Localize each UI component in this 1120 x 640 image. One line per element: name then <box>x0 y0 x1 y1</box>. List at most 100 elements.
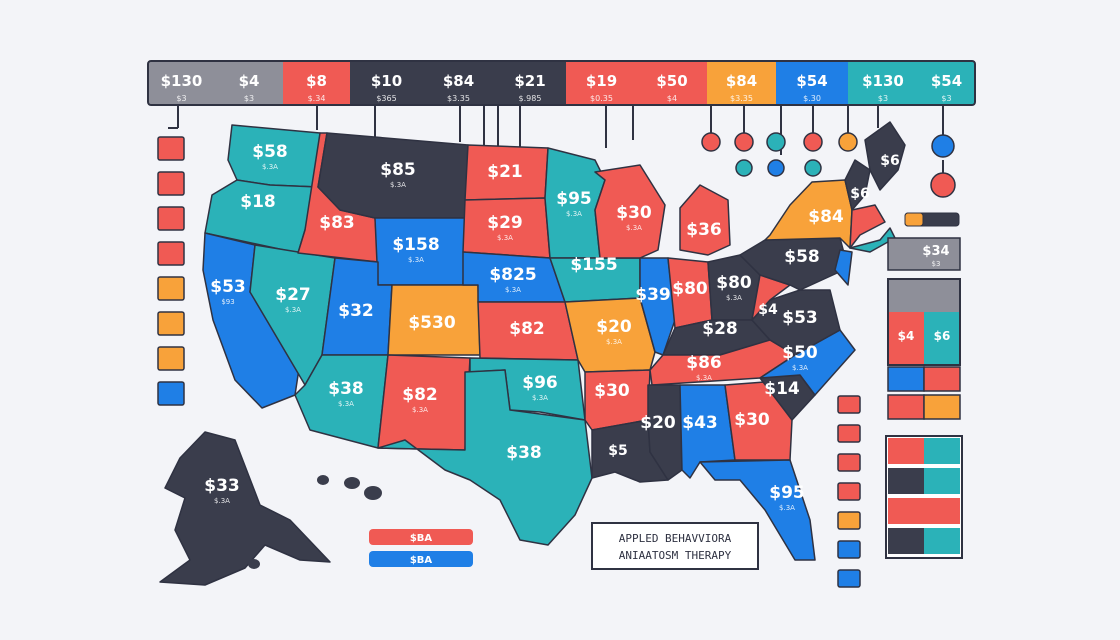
right-lower-cell <box>888 528 924 554</box>
legend-pill-blue <box>369 551 473 567</box>
right-card-cell <box>924 312 960 365</box>
right-panel: $34$3 $4 $6 <box>837 212 963 588</box>
legend-pill-red <box>369 529 473 545</box>
state-sub: $.3A <box>412 406 428 414</box>
small-swatch <box>837 540 861 559</box>
us-states-map <box>159 121 906 586</box>
state-price: $83 <box>319 213 355 233</box>
legend-bubble <box>767 159 785 177</box>
state-price: $5 <box>608 443 627 459</box>
top-bar-price: $84 <box>443 72 474 90</box>
state-labels: $58$.3A$18$53$93 $27$.3A$83$85$.3A$158$.3… <box>204 142 899 512</box>
state-price: $82 <box>402 385 438 405</box>
legend-swatch <box>157 206 185 231</box>
title-line-2: ANIAATOSM THERAPY <box>619 549 732 562</box>
state-price: $6 <box>850 186 869 202</box>
state-price: $30 <box>594 381 630 401</box>
state-sub: $.3A <box>626 224 642 232</box>
top-bar-cell <box>776 61 848 105</box>
state-price: $86 <box>686 353 722 373</box>
state-price: $6 <box>880 153 899 169</box>
top-bar-cell <box>566 61 637 105</box>
right-card-value: $4 <box>898 329 915 343</box>
state-price: $18 <box>240 192 276 212</box>
state-accent <box>849 204 886 249</box>
state-sub: $.3A <box>505 286 521 294</box>
state-price: $14 <box>764 379 800 399</box>
state-price: $28 <box>702 319 738 339</box>
legend-bubble <box>931 134 955 158</box>
small-swatch <box>837 482 861 501</box>
hawaii-islands <box>248 475 382 569</box>
state-price: $43 <box>682 413 718 433</box>
state-vt <box>844 159 871 211</box>
top-bar-sub: $3.35 <box>447 94 470 103</box>
legend-swatch <box>157 136 185 161</box>
top-bar-price: $54 <box>796 72 827 90</box>
title-box-frame <box>591 522 759 570</box>
state-va <box>751 289 841 356</box>
left-legend <box>157 136 185 406</box>
top-bar-price: $130 <box>862 72 904 90</box>
state-price: $29 <box>487 213 523 233</box>
state-price: $825 <box>489 265 536 285</box>
right-mid-cell <box>887 394 925 420</box>
legend-bubble <box>838 132 858 152</box>
right-lower-cell <box>924 468 960 494</box>
top-bar-sub: $3 <box>244 94 254 103</box>
state-accent <box>849 227 896 253</box>
state-price: $80 <box>716 273 752 293</box>
top-bar-price: $19 <box>586 72 617 90</box>
state-price: $30 <box>734 410 770 430</box>
top-bar-price: $84 <box>726 72 757 90</box>
state-price: $20 <box>596 317 632 337</box>
state-sub: $.3A <box>566 210 582 218</box>
state-sub: $.3A <box>497 234 513 242</box>
right-lower-cell <box>924 528 960 554</box>
state-price: $84 <box>808 207 844 227</box>
island <box>248 559 260 569</box>
state-price: $32 <box>338 301 374 321</box>
top-bar-sub: $3 <box>941 94 951 103</box>
state-price: $50 <box>782 343 818 363</box>
right-mid-cell <box>887 366 925 392</box>
state-price: $4 <box>758 302 778 318</box>
connector-lines <box>168 105 944 175</box>
state-sub: $.3A <box>532 394 548 402</box>
legend-bubble <box>735 159 753 177</box>
right-card-frame <box>887 278 961 366</box>
state-sub: $.3A <box>214 497 230 505</box>
top-bar-sub: $3 <box>176 94 186 103</box>
state-price: $82 <box>509 319 545 339</box>
small-swatch <box>837 395 861 414</box>
state-price: $27 <box>275 285 311 305</box>
right-lower-cell <box>924 438 960 464</box>
top-bar-frame <box>147 60 976 106</box>
state-price: $530 <box>408 313 455 333</box>
state-ga <box>724 381 793 461</box>
island <box>344 477 360 489</box>
state-price: $20 <box>640 413 676 433</box>
legend-bubble <box>930 172 956 198</box>
state-price: $80 <box>672 279 708 299</box>
right-mid-cell <box>923 394 961 420</box>
state-price: $95 <box>556 189 592 209</box>
top-bar-sub: $.34 <box>308 94 326 103</box>
legend-pill-accent <box>904 212 924 227</box>
small-swatch <box>837 424 861 443</box>
top-bar-cell <box>215 61 283 105</box>
top-bar-sub: $0.35 <box>590 94 613 103</box>
top-bar-cell <box>637 61 707 105</box>
top-bar-cell <box>848 61 918 105</box>
top-bar-sub: $.985 <box>519 94 542 103</box>
price-box <box>887 237 961 271</box>
top-bar-sub: $.30 <box>803 94 821 103</box>
legend-swatch <box>157 241 185 266</box>
legend-bubble <box>804 159 822 177</box>
right-card-header <box>888 279 960 312</box>
state-price: $36 <box>686 220 722 240</box>
state-price: $96 <box>522 373 558 393</box>
small-swatch <box>837 511 861 530</box>
state-price: $38 <box>328 379 364 399</box>
top-bar-cell <box>423 61 494 105</box>
